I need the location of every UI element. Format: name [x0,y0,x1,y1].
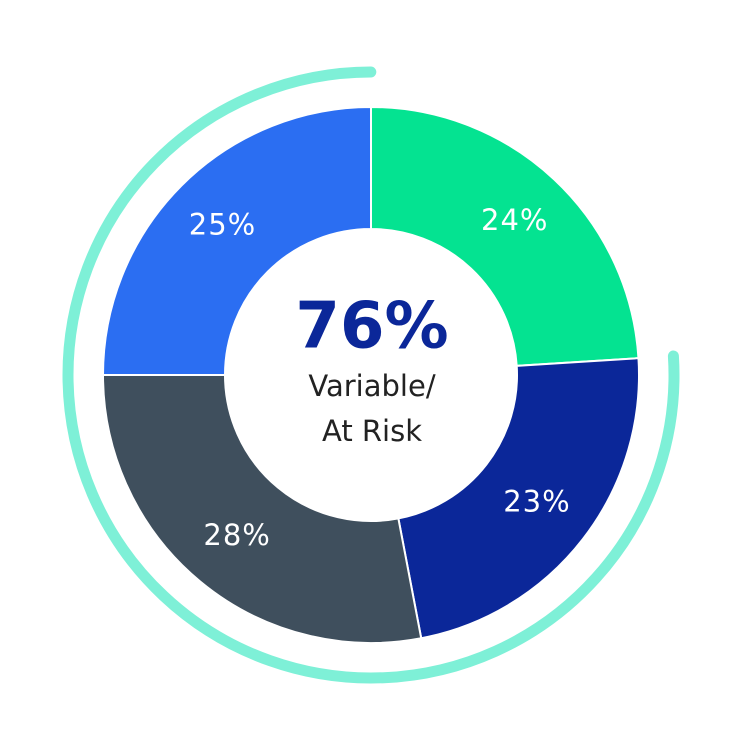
data-label: 25% [189,208,256,242]
data-label: 24% [481,203,548,237]
data-label: 23% [503,485,570,519]
segment [101,105,372,376]
center-text: At Risk [322,414,422,448]
segment [370,105,640,367]
segment [397,357,640,640]
segments [62,66,680,684]
center-text: Variable/ [308,369,435,403]
center-value: 76% [295,290,448,364]
segment [101,374,423,644]
data-label: 28% [203,518,270,552]
highlight-arc [62,66,680,684]
